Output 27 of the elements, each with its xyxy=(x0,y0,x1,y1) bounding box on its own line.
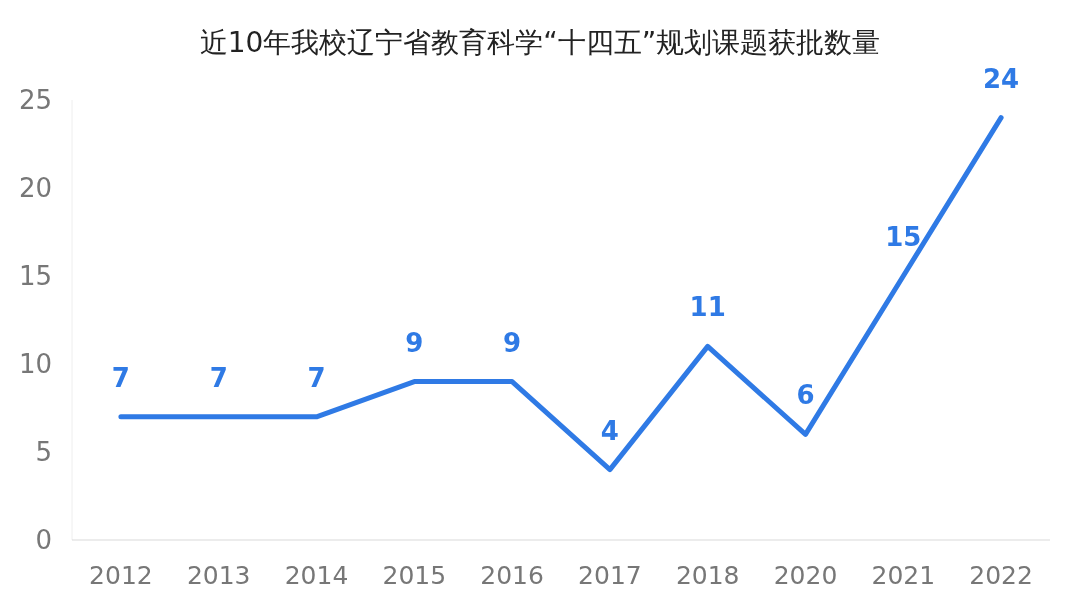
y-tick-label: 10 xyxy=(18,349,52,379)
x-tick-label: 2014 xyxy=(284,561,349,590)
data-label: 6 xyxy=(796,380,815,411)
y-tick-label: 0 xyxy=(35,525,52,555)
data-label: 7 xyxy=(307,362,326,393)
x-tick-label: 2020 xyxy=(773,561,838,590)
y-tick-label: 5 xyxy=(35,437,52,467)
x-tick-label: 2021 xyxy=(871,561,936,590)
data-label: 4 xyxy=(600,415,619,446)
data-label: 15 xyxy=(885,222,922,252)
x-tick-label: 2015 xyxy=(382,561,447,590)
y-tick-label: 25 xyxy=(18,85,52,115)
y-tick-label: 20 xyxy=(18,173,52,203)
x-tick-label: 2022 xyxy=(969,561,1033,590)
data-label: 9 xyxy=(503,327,522,358)
chart-title: 近10年我校辽宁省教育科学“十四五”规划课题获批数量 xyxy=(199,26,881,59)
x-tick-label: 2017 xyxy=(578,561,642,590)
x-tick-label: 2018 xyxy=(675,561,740,590)
x-tick-label: 2012 xyxy=(89,561,153,590)
x-tick-label: 2013 xyxy=(186,561,251,590)
y-tick-label: 15 xyxy=(18,261,52,291)
data-label: 7 xyxy=(111,362,130,393)
data-label: 24 xyxy=(983,63,1020,94)
data-label: 9 xyxy=(405,327,424,358)
data-label: 7 xyxy=(209,362,228,393)
data-label: 11 xyxy=(689,292,726,323)
x-tick-label: 2016 xyxy=(480,561,544,590)
